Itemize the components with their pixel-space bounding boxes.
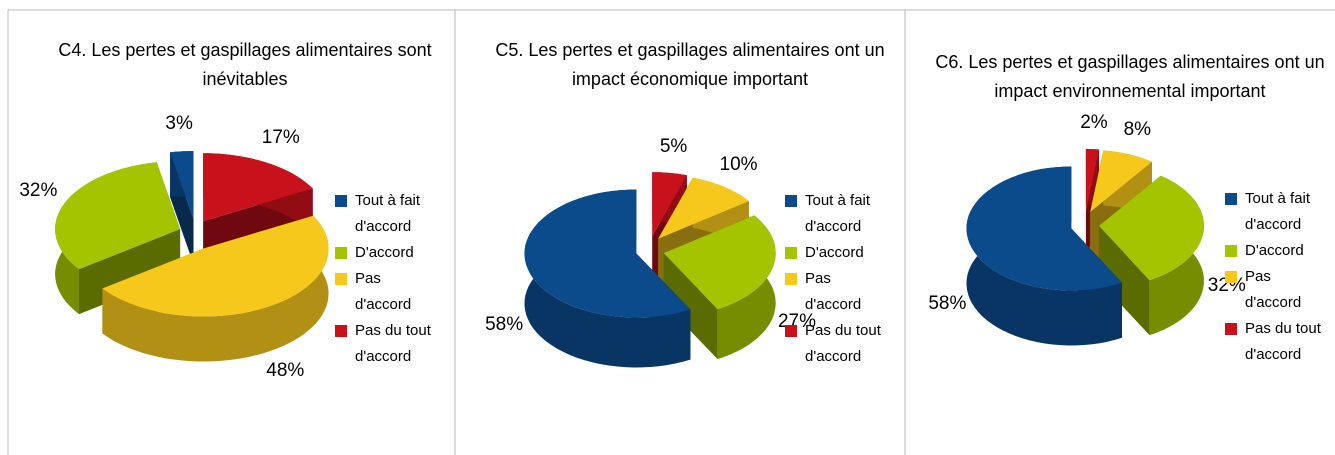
legend-label: Tout à fait d'accord [805,192,871,235]
pie-slice [658,177,749,239]
chart-title: C6. Les pertes et gaspillages alimentair… [935,52,1325,101]
legend-label: Tout à fait d'accord [1245,190,1311,233]
pie-slice [203,153,313,222]
data-label: 58% [485,313,524,335]
pie-slice [663,215,776,310]
pie-slice [1090,150,1152,212]
legend-label: D'accord [1245,242,1304,259]
legend-swatch [335,247,347,259]
chart-title: C4. Les pertes et gaspillages alimentair… [58,40,432,89]
pie-slice [55,162,181,270]
legend-label: Pas du tout d'accord [1245,320,1321,363]
legend-label: Tout à fait d'accord [355,192,421,235]
data-label: 8% [1123,119,1152,141]
legend: Tout à fait d'accord D'accord Pas d'accord… [785,188,885,370]
pie-slice [170,151,194,220]
legend-label: D'accord [355,244,414,261]
pie-slice [652,172,687,237]
data-label: 58% [928,293,967,315]
legend: Tout à fait d'accord D'accord Pas d'accord… [335,188,435,370]
legend-item: D'accord [1225,238,1325,264]
legend-item: D'accord [785,240,885,266]
legend-swatch [335,325,347,337]
legend-item: Pas du tout d'accord [785,318,885,370]
legend-swatch [785,325,797,337]
legend-item: Pas du tout d'accord [1225,316,1325,368]
chart-title: C5. Les pertes et gaspillages alimentair… [495,40,885,89]
legend-swatch [1225,323,1237,335]
legend-swatch [1225,245,1237,257]
legend-label: D'accord [805,244,864,261]
slice-side [102,215,329,362]
data-label: 48% [266,360,305,382]
legend-label: Pas du tout d'accord [805,322,881,365]
legend-item: Tout à fait d'accord [785,188,885,240]
legend-swatch [335,273,347,285]
legend-item: Pas d'accord [785,266,885,318]
legend-label: Pas d'accord [355,270,412,313]
legend-swatch [1225,271,1237,283]
legend-swatch [785,195,797,207]
pie-slice [1085,149,1099,211]
legend-label: Pas d'accord [1245,268,1302,311]
legend-swatch [785,273,797,285]
legend-swatch [335,195,347,207]
legend-label: Pas du tout d'accord [355,322,431,365]
pie-slice [966,166,1122,291]
data-label: 32% [19,180,58,202]
legend-item: Tout à fait d'accord [335,188,435,240]
data-label: 17% [261,127,300,149]
legend-item: Tout à fait d'accord [1225,186,1325,238]
legend-label: Pas d'accord [805,270,862,313]
legend-item: Pas d'accord [1225,264,1325,316]
pie-slice [102,215,329,317]
pie-slice [524,189,691,318]
legend-swatch [785,247,797,259]
pie-slice [1099,175,1204,281]
legend: Tout à fait d'accord D'accord Pas d'accord… [1225,186,1325,368]
legend-item: D'accord [335,240,435,266]
data-label: 10% [719,153,758,175]
data-label: 2% [1080,112,1108,134]
data-label: 5% [659,135,688,157]
legend-item: Pas du tout d'accord [335,318,435,370]
data-label: 3% [165,112,193,134]
legend-item: Pas d'accord [335,266,435,318]
legend-swatch [1225,193,1237,205]
